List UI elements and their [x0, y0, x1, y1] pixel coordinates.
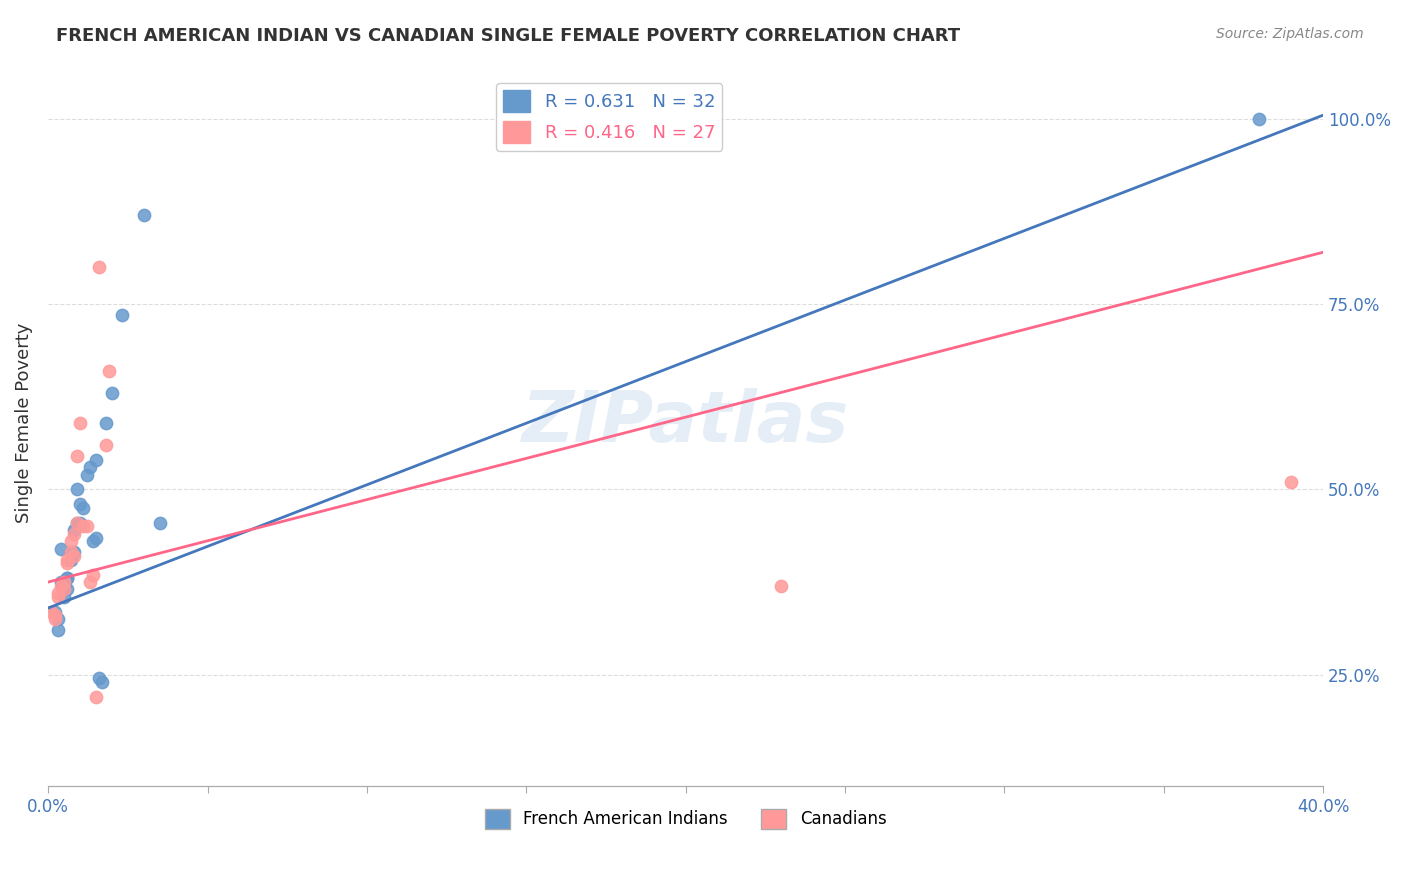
- French American Indians: [89, 671, 111, 685]
- French American Indians: [94, 416, 117, 430]
- Canadians: [44, 608, 66, 623]
- French American Indians: [46, 612, 69, 626]
- French American Indians: [110, 308, 132, 322]
- French American Indians: [62, 545, 84, 559]
- French American Indians: [62, 523, 84, 537]
- Canadians: [44, 612, 66, 626]
- French American Indians: [76, 467, 98, 482]
- Canadians: [770, 579, 793, 593]
- French American Indians: [149, 516, 172, 530]
- Canadians: [72, 519, 94, 533]
- Canadians: [66, 516, 89, 530]
- French American Indians: [82, 534, 104, 549]
- Canadians: [66, 449, 89, 463]
- Canadians: [1279, 475, 1302, 489]
- Canadians: [59, 534, 82, 549]
- French American Indians: [56, 571, 79, 585]
- French American Indians: [66, 516, 89, 530]
- French American Indians: [53, 579, 76, 593]
- Canadians: [53, 574, 76, 589]
- French American Indians: [59, 553, 82, 567]
- French American Indians: [56, 571, 79, 585]
- French American Indians: [132, 208, 155, 222]
- French American Indians: [1249, 112, 1271, 126]
- Text: ZIPatlas: ZIPatlas: [522, 388, 849, 458]
- Legend: French American Indians, Canadians: French American Indians, Canadians: [478, 802, 893, 836]
- French American Indians: [59, 545, 82, 559]
- Canadians: [62, 526, 84, 541]
- Canadians: [46, 590, 69, 604]
- Canadians: [84, 690, 107, 704]
- French American Indians: [46, 623, 69, 637]
- Canadians: [79, 574, 101, 589]
- French American Indians: [84, 452, 107, 467]
- Canadians: [76, 519, 98, 533]
- French American Indians: [84, 531, 107, 545]
- Canadians: [82, 567, 104, 582]
- Canadians: [97, 364, 120, 378]
- Canadians: [46, 586, 69, 600]
- Y-axis label: Single Female Poverty: Single Female Poverty: [15, 323, 32, 523]
- Canadians: [41, 605, 63, 619]
- French American Indians: [44, 605, 66, 619]
- Canadians: [53, 582, 76, 597]
- French American Indians: [101, 386, 124, 401]
- Canadians: [56, 553, 79, 567]
- Text: FRENCH AMERICAN INDIAN VS CANADIAN SINGLE FEMALE POVERTY CORRELATION CHART: FRENCH AMERICAN INDIAN VS CANADIAN SINGL…: [56, 27, 960, 45]
- Canadians: [49, 579, 72, 593]
- Canadians: [62, 549, 84, 563]
- French American Indians: [56, 582, 79, 597]
- French American Indians: [53, 590, 76, 604]
- French American Indians: [79, 460, 101, 475]
- French American Indians: [49, 574, 72, 589]
- French American Indians: [69, 497, 91, 511]
- French American Indians: [69, 516, 91, 530]
- Canadians: [69, 416, 91, 430]
- French American Indians: [66, 483, 89, 497]
- French American Indians: [72, 500, 94, 515]
- Canadians: [59, 545, 82, 559]
- Canadians: [94, 438, 117, 452]
- Text: Source: ZipAtlas.com: Source: ZipAtlas.com: [1216, 27, 1364, 41]
- Canadians: [89, 260, 111, 274]
- French American Indians: [91, 675, 114, 690]
- French American Indians: [49, 541, 72, 556]
- Canadians: [56, 557, 79, 571]
